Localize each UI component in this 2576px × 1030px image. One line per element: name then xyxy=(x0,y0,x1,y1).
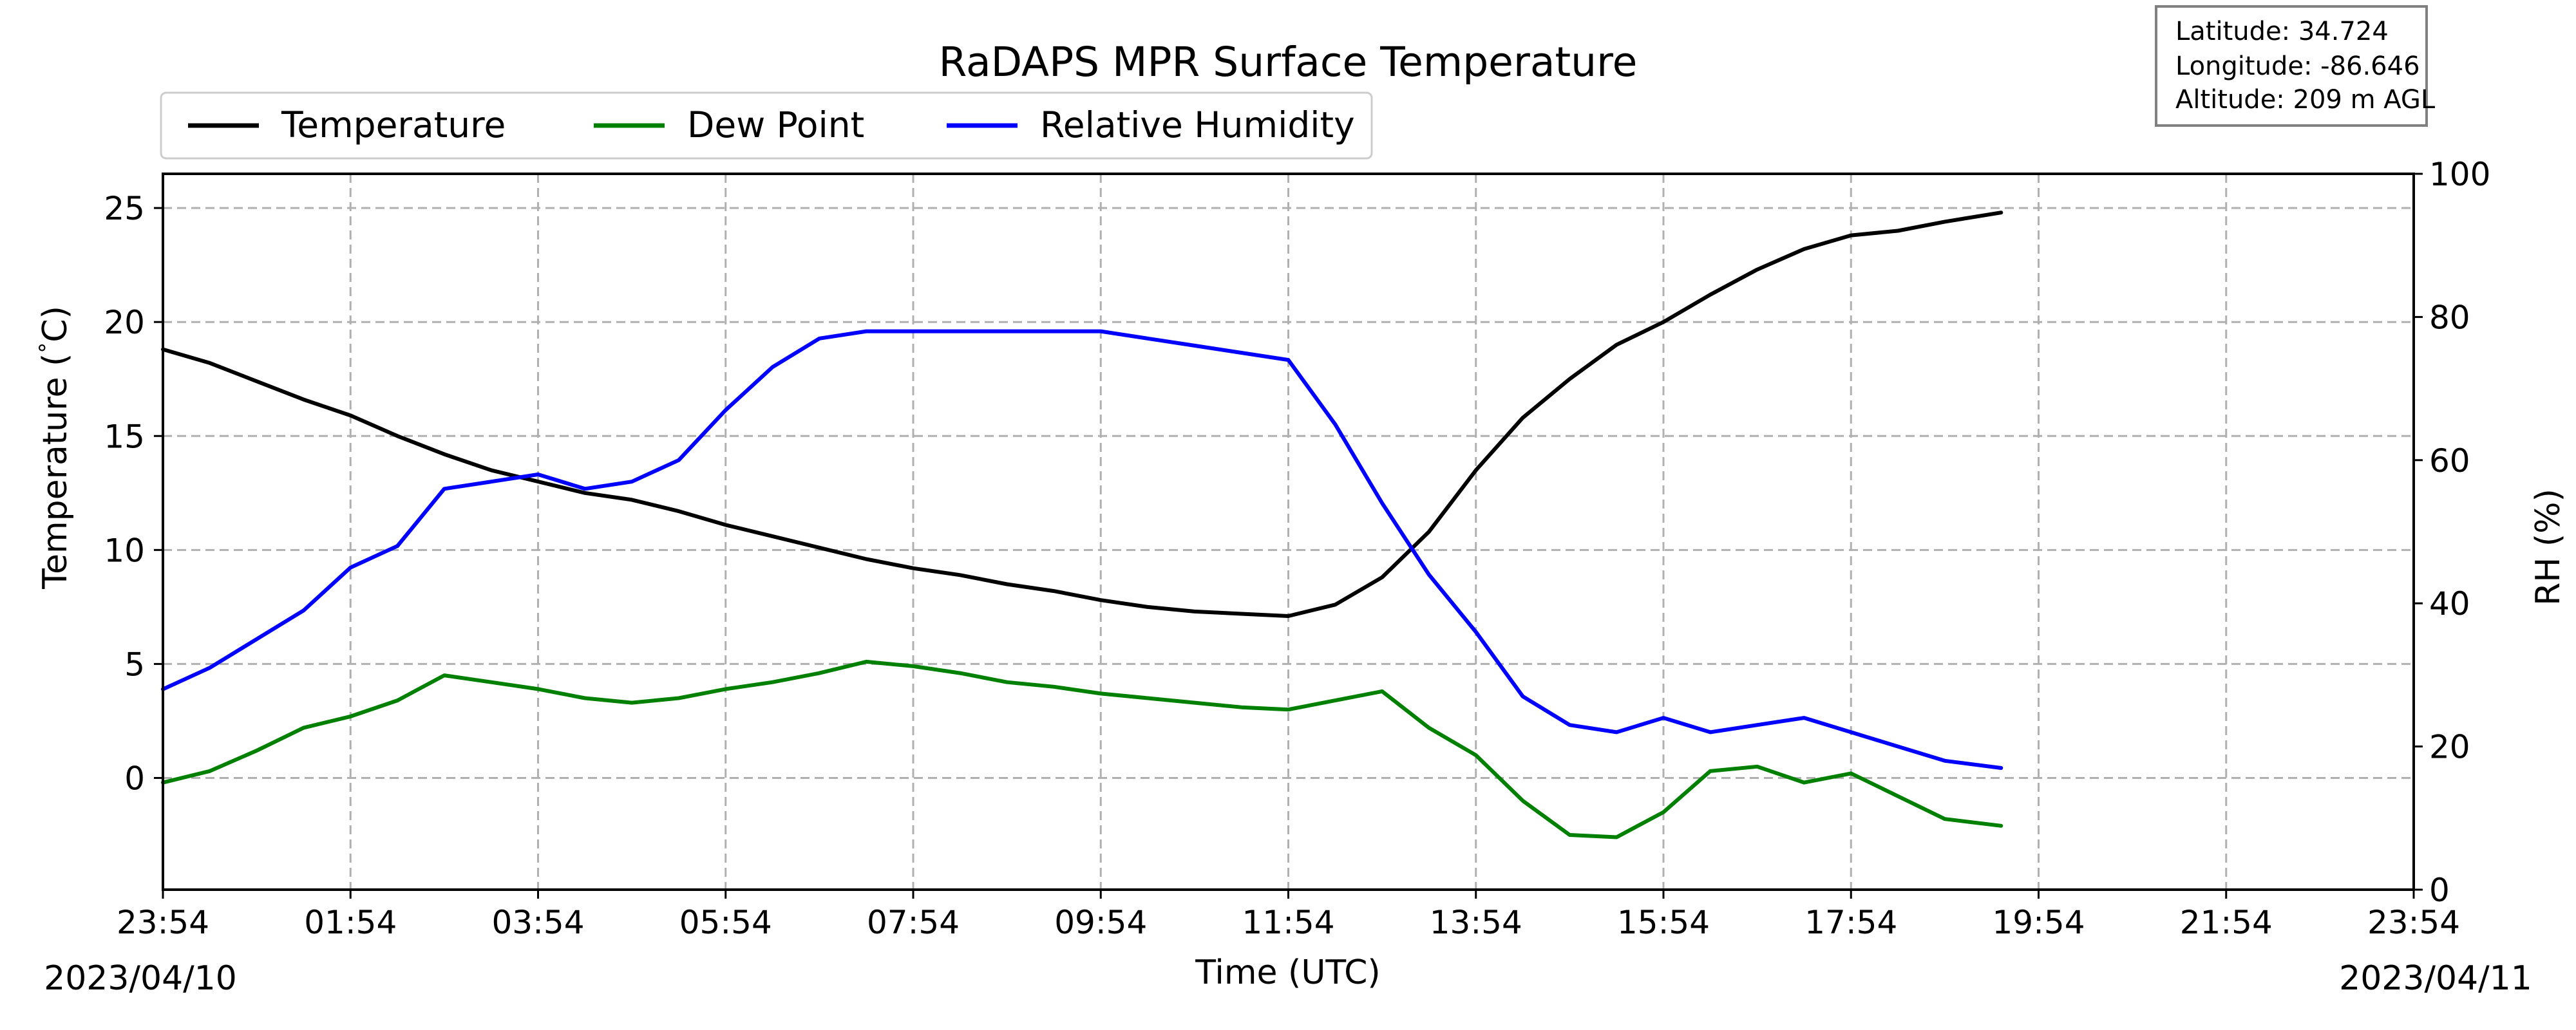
x-tick-label: 03:54 xyxy=(491,904,584,941)
x-tick-label: 01:54 xyxy=(304,904,397,941)
y-tick-label: 0 xyxy=(124,760,145,797)
end-date: 2023/04/11 xyxy=(2339,959,2532,998)
x-tick-label: 21:54 xyxy=(2180,904,2273,941)
start-date: 2023/04/10 xyxy=(44,959,237,998)
x-axis-label: Time (UTC) xyxy=(1195,953,1380,992)
y-tick-label: 25 xyxy=(104,190,145,227)
series-line-temperature xyxy=(161,211,2003,618)
x-tick-label: 17:54 xyxy=(1804,904,1897,941)
info-longitude: Longitude: -86.646 xyxy=(2175,52,2420,81)
axes: 23:54 01:54 03:54 05:54 07:54 09:54 11:54 13:54… xyxy=(104,156,2490,941)
y2-tick-label: 60 xyxy=(2429,442,2470,480)
x-tick-label: 13:54 xyxy=(1430,904,1522,941)
y-axis-label-degree: ° xyxy=(35,342,61,353)
y-axis-label-main: Temperature ( xyxy=(36,353,75,590)
info-latitude: Latitude: 34.724 xyxy=(2175,17,2389,46)
grid xyxy=(162,174,2415,890)
x-tick-label: 07:54 xyxy=(867,904,960,941)
x-tick-label: 09:54 xyxy=(1054,904,1147,941)
y-tick-label: 15 xyxy=(104,418,145,455)
x-tick-label: 23:54 xyxy=(2367,904,2460,941)
info-box-frame xyxy=(2155,5,2428,127)
series-layer xyxy=(161,211,2003,839)
legend-label-dew-point: Dew Point xyxy=(687,104,864,145)
info-box: Latitude: 34.724 Longitude: -86.646 Alti… xyxy=(2155,5,2436,127)
y2-tick-label: 0 xyxy=(2429,872,2450,909)
y2-axis-label: RH (%) xyxy=(2529,489,2568,606)
x-tick-label: 05:54 xyxy=(679,904,772,941)
series-line-relative-humidity xyxy=(161,329,2003,770)
y-tick-label: 5 xyxy=(124,646,145,683)
y2-tick-label: 100 xyxy=(2429,156,2490,193)
y-axis-label-unit: C) xyxy=(36,306,75,342)
y-tick-label: 20 xyxy=(104,304,145,341)
x-tick-label: 15:54 xyxy=(1617,904,1710,941)
y2-tick-label: 40 xyxy=(2429,585,2470,623)
chart-title: RaDAPS MPR Surface Temperature xyxy=(939,39,1638,86)
legend-label-temperature: Temperature xyxy=(281,104,506,145)
y-axis-label: Temperature (°C) xyxy=(35,306,75,590)
x-tick-label: 19:54 xyxy=(1992,904,2085,941)
info-altitude: Altitude: 209 m AGL xyxy=(2175,85,2436,115)
legend-label-relative-humidity: Relative Humidity xyxy=(1040,104,1355,145)
series-line-dew-point xyxy=(161,659,2003,839)
y2-tick-label: 20 xyxy=(2429,729,2470,766)
legend: Temperature Dew Point Relative Humidity xyxy=(160,91,1373,160)
legend-frame xyxy=(160,91,1373,160)
x-tick-label: 11:54 xyxy=(1242,904,1334,941)
y2-tick-label: 80 xyxy=(2429,299,2470,336)
y-tick-label: 10 xyxy=(104,532,145,569)
x-tick-label: 23:54 xyxy=(117,904,209,941)
